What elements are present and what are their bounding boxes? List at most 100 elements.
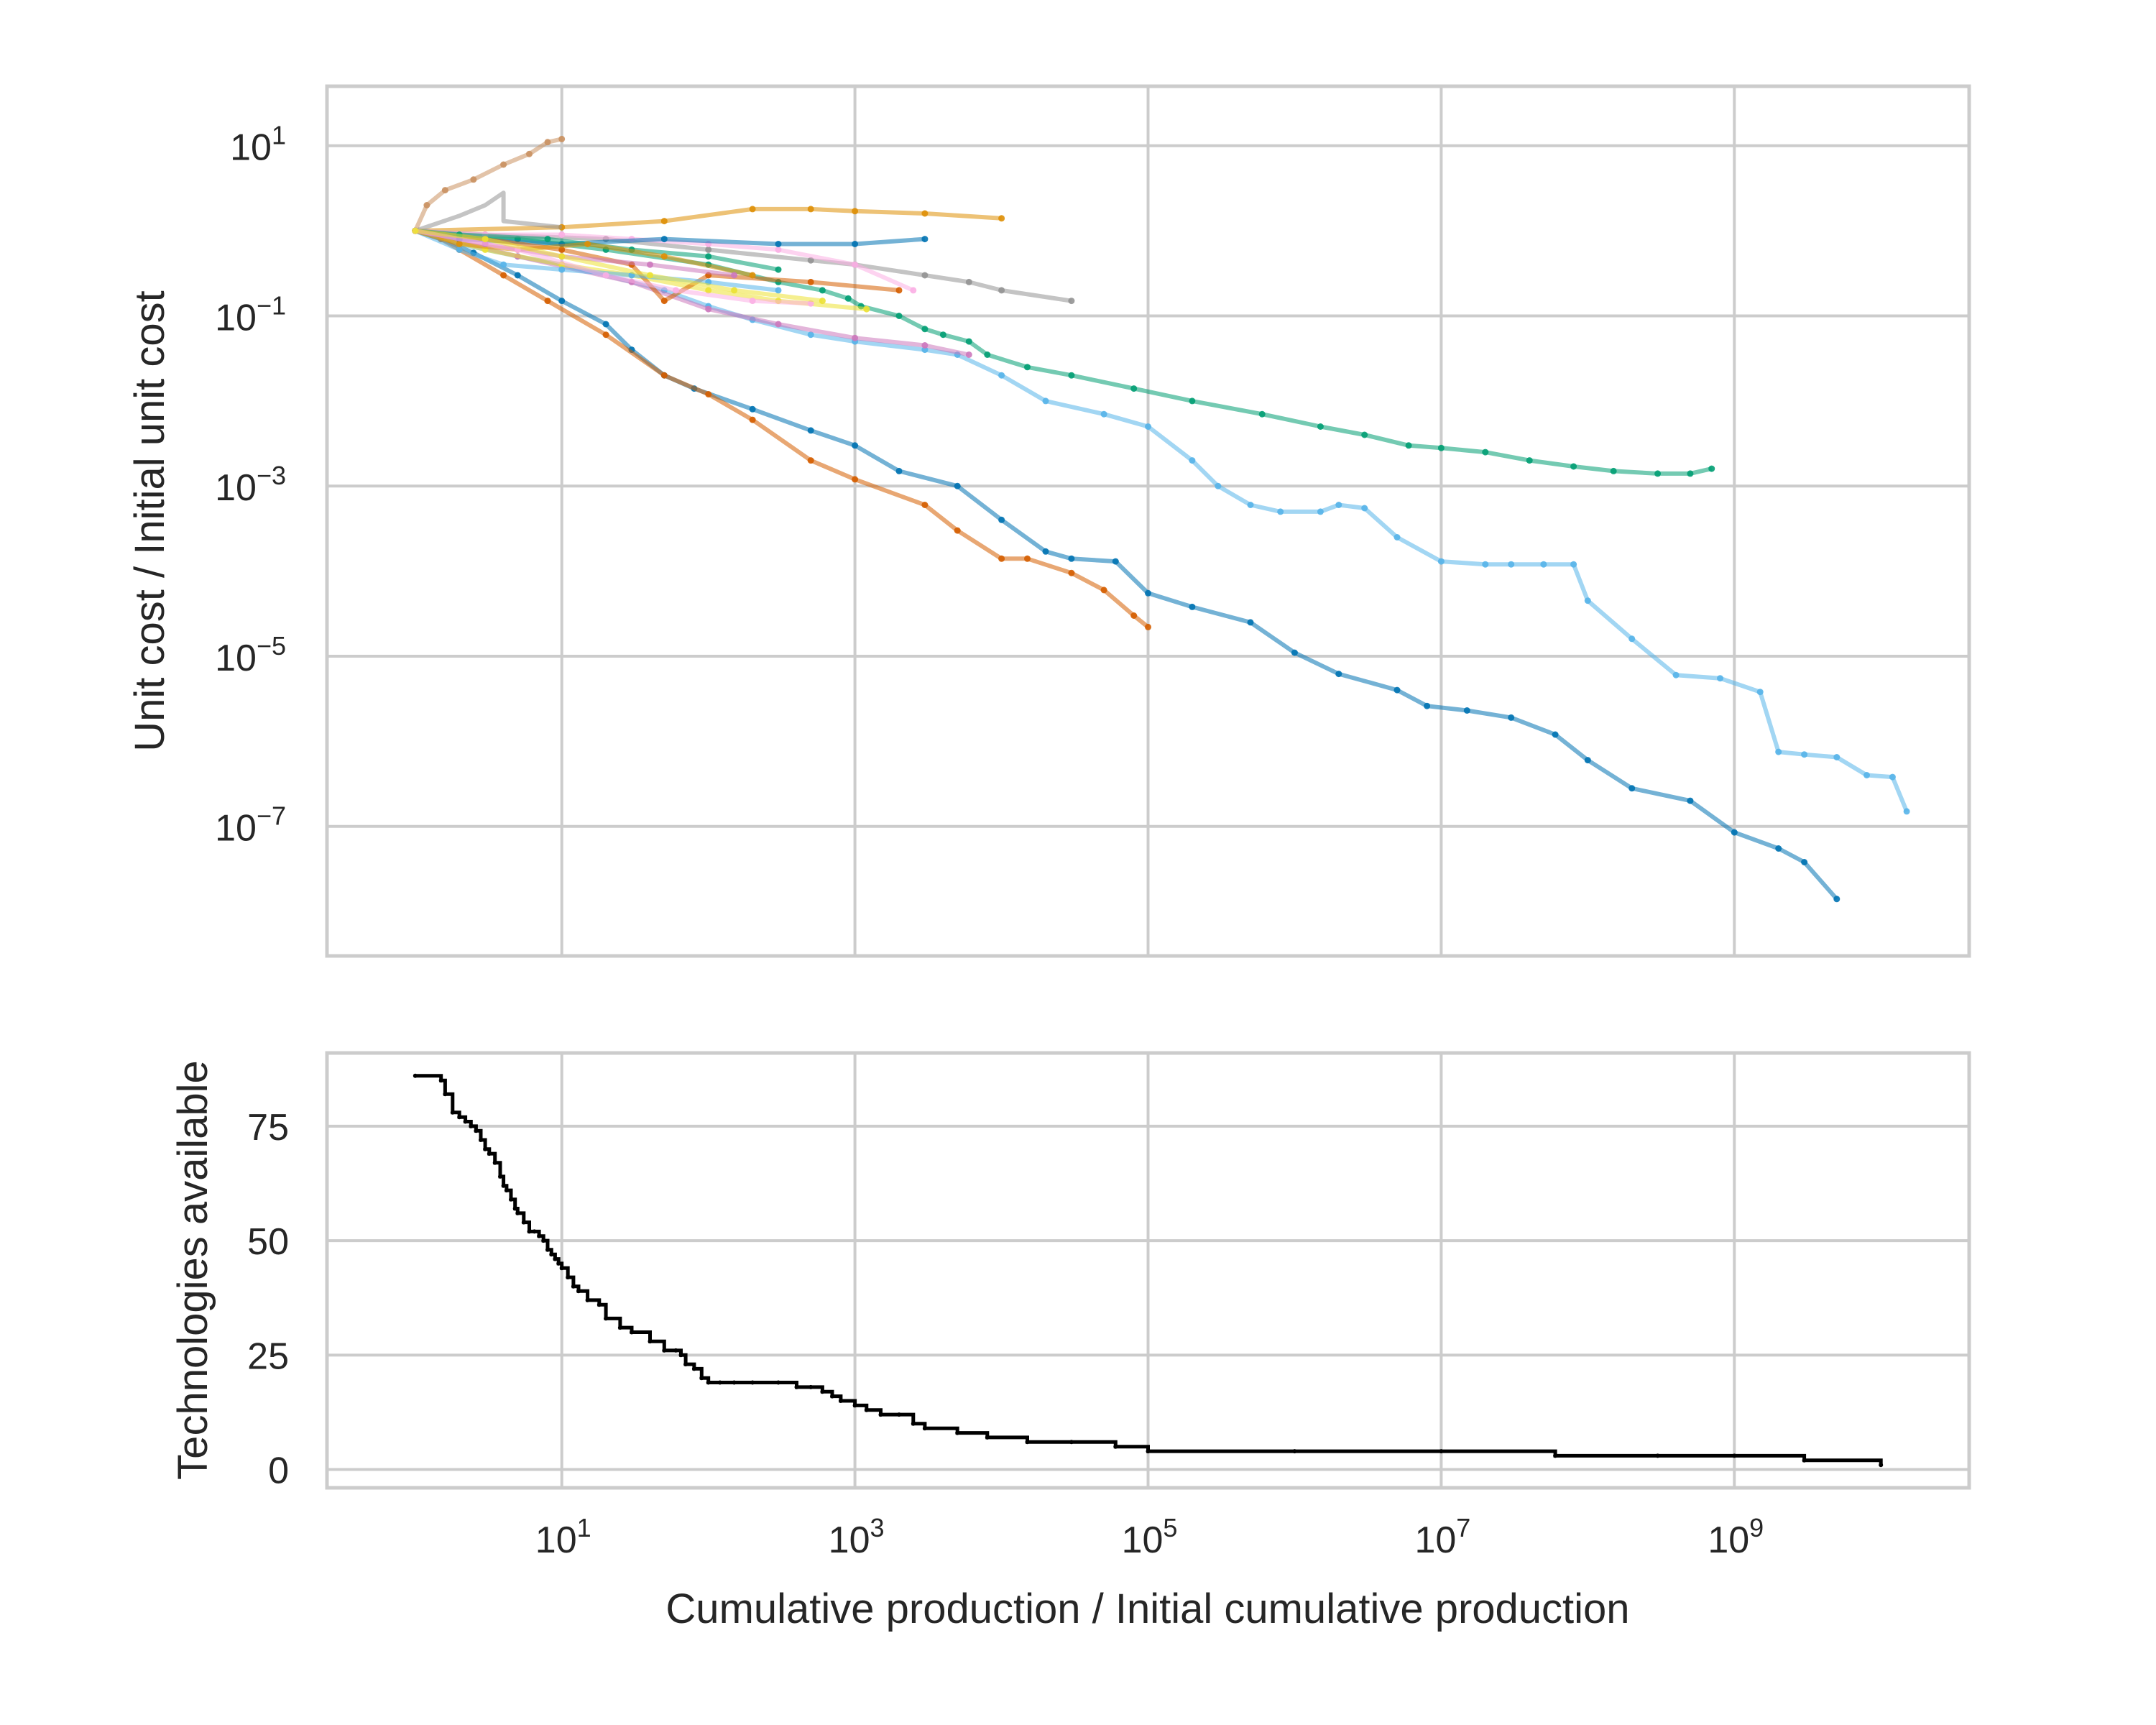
- availability-step-point: [521, 1220, 526, 1225]
- cost-series-line: [414, 229, 753, 277]
- availability-step-point: [922, 1426, 927, 1431]
- cost-data-point: [819, 298, 826, 305]
- cost-data-point: [1540, 561, 1547, 568]
- cost-data-point: [895, 313, 903, 319]
- availability-step-point: [1069, 1440, 1074, 1445]
- cost-data-point: [1112, 558, 1119, 565]
- cost-data-point: [1717, 675, 1723, 682]
- x-axis-label: Cumulative production / Initial cumulati…: [665, 1586, 1629, 1632]
- availability-step-point: [630, 1330, 634, 1335]
- cost-data-point: [1508, 714, 1515, 721]
- cost-data-point: [863, 305, 870, 313]
- availability-step-point: [463, 1119, 468, 1124]
- cost-series-line: [414, 190, 563, 233]
- cost-data-point: [807, 206, 814, 213]
- cost-data-point: [544, 139, 551, 146]
- x-tick-label: 105: [1122, 1513, 1178, 1561]
- availability-step-point: [1655, 1453, 1660, 1458]
- availability-step-point: [1025, 1440, 1030, 1445]
- cost-y-tick-label: 10−3: [215, 461, 286, 509]
- cost-data-point: [558, 253, 566, 260]
- cost-data-point: [895, 287, 903, 294]
- cost-data-point: [647, 261, 653, 268]
- cost-data-point: [954, 527, 961, 534]
- cost-data-point: [775, 321, 782, 328]
- cost-data-point: [1247, 619, 1254, 626]
- cost-data-point: [1708, 465, 1715, 472]
- cost-data-point: [1903, 808, 1910, 815]
- availability-step-point: [487, 1151, 492, 1156]
- cost-data-point: [423, 202, 430, 208]
- availability-step-point: [648, 1339, 653, 1344]
- cost-data-point: [1068, 569, 1075, 576]
- cost-data-point: [602, 321, 609, 328]
- cost-data-point: [921, 502, 929, 508]
- cost-data-point: [1437, 558, 1445, 565]
- availability-step-point: [474, 1128, 479, 1133]
- availability-step-point: [662, 1348, 667, 1353]
- cost-data-point: [705, 305, 712, 313]
- cost-data-point: [1247, 502, 1254, 508]
- cost-data-point: [921, 272, 929, 279]
- cost-y-tick-label: 10−7: [215, 801, 286, 850]
- cost-data-point: [965, 338, 972, 345]
- availability-step-point: [838, 1399, 843, 1403]
- cost-data-point: [852, 208, 859, 215]
- cost-data-point: [1145, 423, 1151, 430]
- cost-data-point: [749, 405, 756, 413]
- cost-series-1: [412, 227, 1841, 903]
- cost-data-point: [998, 555, 1005, 562]
- cost-data-point: [921, 342, 929, 349]
- cost-series-line: [415, 206, 1002, 234]
- cost-data-point: [807, 427, 814, 434]
- availability-step-point: [492, 1160, 497, 1165]
- availability-panel: 0 25 50 75 101 103 105 107 109 Technologies ava…: [170, 1051, 1971, 1632]
- cost-data-point: [852, 241, 859, 247]
- cost-data-point: [1437, 444, 1445, 451]
- x-tick-label: 109: [1708, 1513, 1764, 1561]
- cost-data-point: [998, 215, 1005, 222]
- cost-data-point: [602, 272, 609, 279]
- cost-data-point: [775, 266, 782, 273]
- availability-step-point: [469, 1123, 474, 1128]
- cost-data-point: [921, 236, 929, 243]
- cost-data-point: [500, 161, 507, 168]
- availability-step-point: [443, 1092, 448, 1097]
- cost-data-point: [1833, 896, 1841, 903]
- availability-step-point: [1146, 1449, 1151, 1454]
- availability-step-point: [830, 1394, 834, 1399]
- availability-step-point: [699, 1376, 704, 1381]
- availability-step-point: [512, 1206, 517, 1211]
- cost-data-point: [775, 246, 782, 253]
- cost-data-point: [807, 278, 814, 285]
- cost-data-point: [1801, 859, 1808, 865]
- availability-step-point: [955, 1430, 960, 1435]
- cost-data-point: [1775, 845, 1782, 852]
- availability-step-point: [549, 1252, 554, 1257]
- cost-series-group: [412, 135, 1910, 903]
- cost-panel: 101 10−1 10−3 10−5 10−7 Unit cost / Initial …: [126, 84, 1971, 958]
- cost-data-point: [1100, 586, 1107, 594]
- availability-step-point: [1732, 1453, 1737, 1458]
- cost-data-point: [1424, 702, 1431, 709]
- cost-data-point: [965, 278, 972, 285]
- availability-plot-frame: [325, 1051, 1971, 1490]
- cost-data-point: [1628, 785, 1636, 792]
- cost-data-point: [647, 272, 653, 279]
- cost-data-point: [1145, 589, 1151, 597]
- availability-step-point: [911, 1421, 916, 1426]
- technologies-available-points: [413, 1073, 1884, 1468]
- technologies-available-step-line: [415, 1074, 1883, 1466]
- cost-data-point: [819, 287, 826, 294]
- cost-data-point: [1889, 773, 1896, 781]
- cost-data-point: [998, 516, 1005, 523]
- cost-data-point: [807, 457, 814, 464]
- availability-step-point: [596, 1302, 602, 1307]
- availability-y-tick-label: 50: [247, 1221, 289, 1263]
- cost-data-point: [544, 298, 551, 305]
- availability-step-point: [691, 1366, 696, 1371]
- cost-data-point: [500, 261, 507, 268]
- cost-data-point: [705, 287, 712, 294]
- cost-y-tick-labels: 101 10−1 10−3 10−5 10−7: [215, 121, 286, 850]
